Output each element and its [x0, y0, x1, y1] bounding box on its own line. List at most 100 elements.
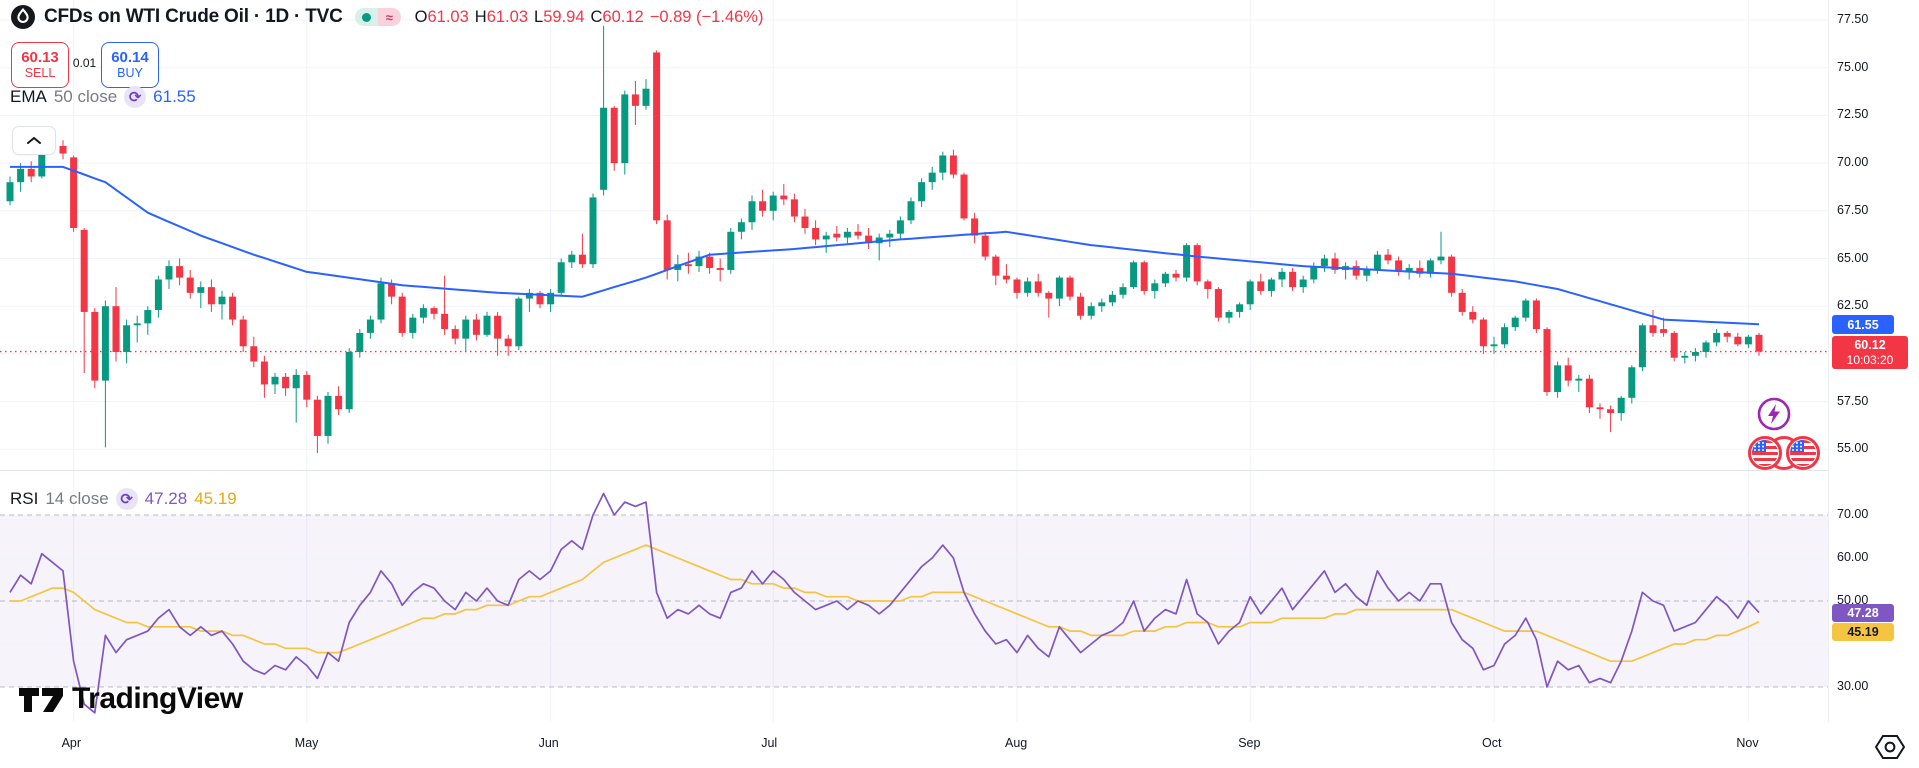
candle-body [663, 220, 671, 270]
countdown-timer: 10:03:20 [1846, 352, 1894, 367]
close-label: C [590, 7, 603, 26]
candle-body [377, 283, 385, 320]
pane-separator[interactable] [0, 470, 1919, 471]
candle-body [981, 235, 989, 257]
candle-body [345, 351, 353, 410]
candle-body [1511, 317, 1519, 328]
candle-body [1490, 344, 1498, 347]
open-value: 61.03 [427, 7, 469, 26]
candle-body [547, 292, 555, 305]
candle-body [409, 317, 417, 333]
sell-button[interactable]: 60.13 SELL [11, 42, 69, 88]
rsi-indicator-row[interactable]: RSI 14 close ⟳ 47.28 45.19 [10, 488, 237, 510]
candle-body [1013, 279, 1021, 293]
candle-body [536, 292, 544, 305]
ohlc-values: O61.03 H61.03 L59.94 C60.12 −0.89 (−1.46… [415, 8, 764, 27]
candle-body [70, 157, 78, 228]
candle-body [1660, 329, 1668, 333]
candle-body [271, 376, 279, 385]
candle-body [1426, 260, 1434, 274]
rsi-reload-icon[interactable]: ⟳ [115, 488, 138, 510]
price-axis[interactable]: 77.50 75.00 72.50 70.00 67.50 65.00 62.50 57.50… [1828, 0, 1919, 722]
candle-body [1575, 378, 1583, 381]
month-label: Jul [761, 736, 778, 750]
price-axis-label: 57.50 [1837, 393, 1869, 408]
buy-button[interactable]: 60.14 BUY [101, 42, 159, 88]
candle-body [1501, 327, 1509, 345]
market-status-pill[interactable]: ≈ [354, 8, 401, 26]
candle-body [1246, 281, 1254, 305]
candle-body [260, 361, 268, 385]
candle-body [843, 231, 851, 238]
candle-body [441, 313, 449, 330]
tradingview-logo[interactable]: TradingView [18, 682, 243, 716]
price-axis-label: 62.50 [1837, 298, 1869, 313]
price-axis-label: 72.50 [1837, 107, 1869, 122]
candle-body [1193, 245, 1201, 282]
candle-body [759, 201, 767, 211]
ema-indicator-row[interactable]: EMA 50 close ⟳ 61.55 [10, 86, 196, 108]
symbol-title[interactable]: CFDs on WTI Crude Oil · 1D · TVC [44, 6, 343, 27]
candle-body [154, 279, 162, 311]
candle-body [356, 332, 364, 352]
candle-body [1479, 319, 1487, 347]
candle-body [112, 306, 120, 352]
candle-body [1024, 281, 1032, 293]
rsi-params: 14 close [45, 489, 109, 508]
us-flag-events-icon[interactable] [1746, 433, 1824, 473]
candle-body [684, 264, 692, 267]
ema-line [10, 165, 1760, 326]
rsi-pane[interactable] [0, 470, 1828, 722]
candle-body [1140, 262, 1148, 291]
candle-body [1225, 311, 1233, 318]
ema-reload-icon[interactable]: ⟳ [124, 86, 147, 108]
time-axis[interactable]: Apr May Jun Jul Aug Sep Oct Nov [0, 722, 1919, 768]
candle-body [1373, 254, 1381, 270]
candle-body [1204, 281, 1212, 290]
candle-body [896, 220, 904, 234]
candle-body [1395, 260, 1403, 272]
candle-body [865, 235, 873, 244]
timezone-settings-icon[interactable] [1872, 732, 1908, 762]
candle-body [462, 319, 470, 339]
candle-body [610, 107, 618, 164]
candle-body [303, 374, 311, 400]
candle-body [812, 227, 820, 240]
close-value: 60.12 [602, 7, 644, 26]
candle-body [578, 254, 586, 265]
candle-body [388, 283, 396, 297]
candle-body [366, 319, 374, 333]
us-flag-icon [1748, 436, 1820, 470]
change-value: −0.89 (−1.46%) [649, 7, 764, 26]
candle-body [80, 229, 88, 312]
wti-oil-logo [11, 5, 35, 29]
rsi-value: 47.28 [144, 489, 188, 508]
candle-body [1405, 268, 1413, 272]
candle-body [1649, 325, 1657, 333]
candle-body [886, 233, 894, 238]
candle-body [939, 155, 947, 173]
lightning-event-icon[interactable] [1756, 396, 1792, 432]
candle-body [716, 268, 724, 270]
candle-body [1034, 281, 1042, 293]
candle-body [1755, 334, 1763, 352]
price-axis-label: 55.00 [1837, 441, 1869, 456]
candle-body [1278, 271, 1286, 280]
candle-body [324, 395, 332, 436]
price-axis-label: 65.00 [1837, 250, 1869, 265]
rsi-axis-label: 70.00 [1837, 507, 1869, 521]
candle-body [1267, 279, 1275, 291]
rsi-name: RSI [10, 489, 39, 508]
buy-label: BUY [117, 66, 143, 80]
candle-body [631, 94, 639, 106]
candle-body [525, 292, 533, 299]
candle-body [780, 195, 788, 200]
collapse-indicators-button[interactable] [12, 126, 56, 155]
chevron-up-icon [27, 137, 41, 144]
price-pane[interactable] [0, 0, 1828, 470]
candle-body [1734, 336, 1742, 345]
rsi-axis-label: 30.00 [1837, 679, 1869, 693]
candle-body [557, 262, 565, 293]
rsi-axis-label: 60.00 [1837, 550, 1869, 564]
candle-body [801, 216, 809, 228]
